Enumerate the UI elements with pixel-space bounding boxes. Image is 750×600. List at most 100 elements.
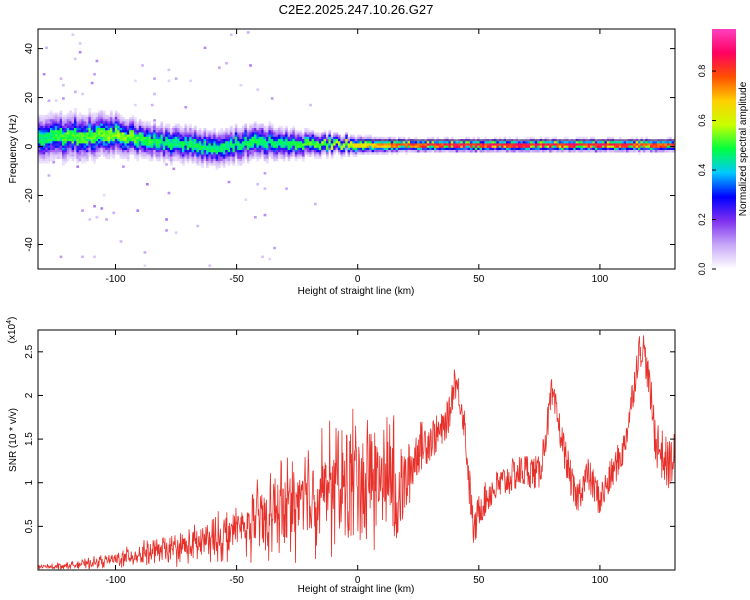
spectrogram-cell (302, 150, 305, 153)
spectrogram-cell (664, 150, 668, 153)
spectrogram-cell (131, 143, 135, 146)
spectrogram-cell (369, 134, 372, 138)
colorbar-gradient-bar (712, 29, 736, 269)
spectrogram-cell (438, 143, 442, 146)
spectrogram-cell (203, 156, 207, 160)
spectrogram-cell (206, 134, 209, 138)
spectrogram-cell (246, 139, 250, 142)
spectrogram-cell (182, 161, 185, 164)
spectrogram-cell (645, 141, 648, 144)
spectrogram-cell (350, 150, 353, 153)
spectrogram-cell (64, 121, 68, 124)
spectrogram-cell (297, 156, 300, 160)
spectrogram-cell (458, 150, 461, 153)
spectrogram-cell (76, 141, 80, 144)
spectrogram-cell (448, 150, 452, 153)
spectrogram-cell (206, 165, 209, 168)
spectrogram-cell (167, 145, 171, 149)
spectrogram-cell (177, 128, 180, 131)
spectrogram-cell (78, 150, 82, 153)
spectrogram-cell (254, 125, 257, 129)
spectrogram-cell (285, 154, 288, 157)
spectrogram-cell (98, 152, 101, 155)
spectrogram-cell (448, 141, 452, 144)
spectrogram-cell (218, 154, 221, 157)
spectrogram-cell (38, 141, 41, 144)
spectrogram-cell (239, 134, 243, 138)
spectrogram-cell (261, 136, 264, 140)
spectrogram-cell (554, 150, 557, 153)
spectrogram-cell (40, 143, 44, 146)
spectrogram-cell (90, 121, 94, 124)
spectrogram-cell (280, 132, 284, 135)
spectrogram-cell (83, 125, 87, 129)
spectrogram-cell (86, 117, 89, 120)
spectrogram-cell (282, 136, 286, 140)
spectrogram-cell (659, 147, 663, 151)
spectrogram-cell (112, 156, 116, 160)
spectrogram-cell (287, 134, 291, 138)
spectrogram-cell (162, 154, 166, 157)
spectrogram-cell (364, 147, 368, 151)
spectrogram-cell (306, 130, 310, 133)
spectrogram-cell (102, 125, 106, 129)
spectrogram-cell (510, 141, 514, 144)
spectrogram-cell (69, 145, 72, 149)
spectrogram-cell (664, 143, 668, 146)
spectrogram-cell (352, 136, 356, 140)
spectrogram-cell (414, 147, 418, 151)
spectrogram-cell (90, 130, 94, 133)
spectrogram-cell (196, 163, 200, 166)
spectrogram-cell (381, 150, 384, 153)
spectrogram-cell (167, 123, 171, 127)
spectrogram-cell (292, 125, 296, 129)
spectrogram-cell (616, 141, 620, 144)
spectrogram-cell (117, 119, 120, 122)
spectrogram-cell (172, 156, 176, 160)
spectrogram-cell (153, 92, 156, 96)
spectrogram-cell (242, 143, 245, 146)
spectrogram-cell (105, 154, 108, 157)
spectrogram-cell (393, 141, 396, 144)
spectrogram-cell (239, 154, 243, 157)
spectrogram-cell (662, 143, 665, 146)
spectrogram-cell (573, 143, 576, 146)
spectrogram-cell (81, 150, 84, 153)
spectrogram-cell (628, 145, 632, 149)
spectrogram-cell (131, 119, 135, 122)
spectrogram-cell (448, 143, 452, 146)
spectrogram-cell (256, 128, 260, 131)
spectrogram-cell (95, 139, 99, 142)
spectrogram-cell (66, 136, 70, 140)
spectrogram-cell (119, 152, 123, 155)
spectrogram-cell (539, 145, 543, 149)
spectrogram-cell (218, 163, 221, 166)
spectrogram-cell (237, 150, 240, 153)
spectrogram-cell (460, 141, 464, 144)
spectrogram-cell (119, 123, 123, 127)
spectrogram-cell (486, 143, 490, 146)
spectrogram-cell (47, 125, 51, 129)
spectrogram-cell (402, 141, 406, 144)
spectrogram-cell (302, 134, 305, 138)
spectrogram-cell (107, 139, 111, 142)
spectrogram-cell (194, 147, 197, 151)
spectrogram-cell (261, 123, 264, 127)
spectrogram-cell (105, 128, 108, 131)
spectrogram-cell (124, 150, 128, 153)
spectrogram-cell (450, 136, 454, 140)
spectrogram-cell (347, 145, 351, 149)
spectrogram-cell (40, 119, 44, 122)
spectrogram-cell (76, 125, 80, 129)
spectrogram-cell (69, 121, 72, 124)
spectrogram-cell (374, 145, 377, 149)
spectrogram-cell (54, 134, 58, 138)
spectrogram-cell (177, 134, 180, 138)
spectrogram-cell (647, 141, 651, 144)
spectrogram-cell (74, 130, 77, 133)
spectrogram-cell (268, 139, 272, 142)
spectrogram-cell (251, 123, 255, 127)
spectrogram-cell (671, 141, 675, 144)
spectrogram-cell (254, 130, 257, 133)
spectrogram-cell (102, 121, 106, 124)
